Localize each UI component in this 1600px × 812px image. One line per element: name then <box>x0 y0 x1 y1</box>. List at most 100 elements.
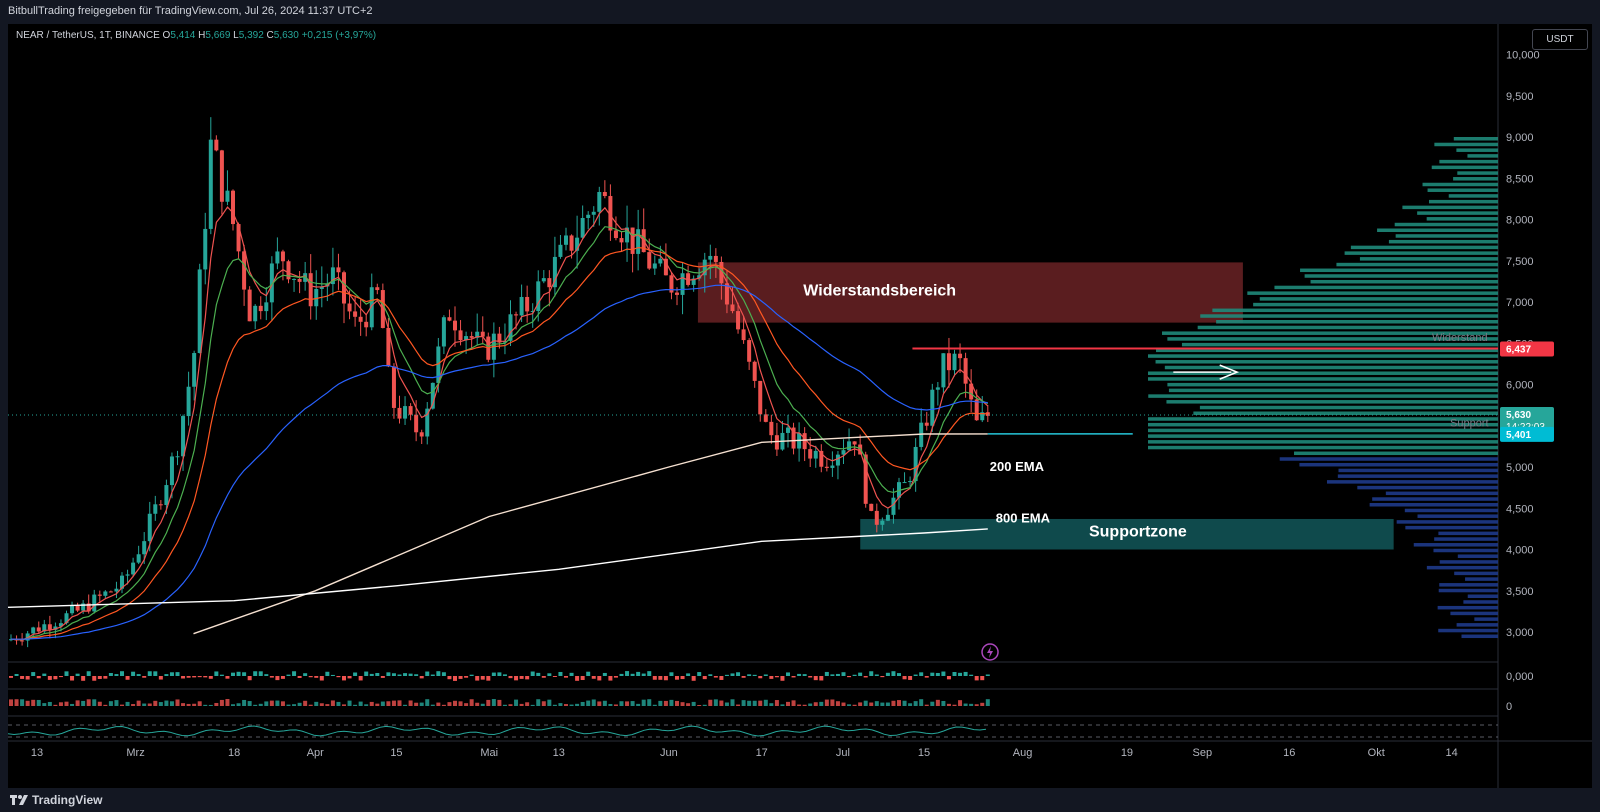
volume-bar <box>952 704 957 706</box>
y-tick-label: 7,000 <box>1506 297 1534 309</box>
volume-profile-bar <box>1434 142 1498 147</box>
macd-histogram-bar <box>752 674 757 676</box>
support-zone <box>860 518 1394 550</box>
publisher-bar: BitbullTrading freigegeben für TradingVi… <box>0 0 1600 24</box>
ema-mid-line <box>10 226 989 641</box>
volume-bar <box>97 701 102 706</box>
macd-histogram-bar <box>458 676 463 679</box>
macd-histogram-bar <box>680 676 685 680</box>
volume-bar <box>186 703 191 706</box>
volume-bar <box>547 699 552 706</box>
candle <box>219 150 224 202</box>
event-lightning-icon[interactable] <box>981 643 999 661</box>
volume-profile-bar <box>1388 239 1498 244</box>
macd-histogram-bar <box>264 674 269 676</box>
macd-histogram-bar <box>786 672 790 676</box>
volume-profile-bar <box>1148 440 1498 444</box>
macd-histogram-bar <box>658 676 663 680</box>
candle <box>724 283 729 305</box>
candle <box>314 288 319 307</box>
macd-histogram-bar <box>342 676 346 681</box>
macd-histogram-bar <box>586 671 591 676</box>
volume-bar <box>391 700 396 706</box>
candle <box>536 281 541 311</box>
macd-histogram-bar <box>330 674 335 676</box>
volume-bar <box>791 700 796 706</box>
macd-histogram-bar <box>58 676 63 678</box>
volume-bar <box>908 703 913 706</box>
candle <box>636 229 641 254</box>
symbol-name[interactable]: NEAR / TetherUS, 1T, BINANCE <box>16 30 160 41</box>
macd-histogram-bar <box>647 671 652 676</box>
close-value: 5,630 <box>273 30 299 41</box>
volume-bar <box>946 703 951 706</box>
macd-histogram-bar <box>602 672 607 676</box>
volume-bar <box>919 699 924 706</box>
volume-bar <box>353 704 358 706</box>
candle <box>847 441 852 451</box>
macd-histogram-bar <box>514 676 519 681</box>
y-tick-label: 3,500 <box>1506 586 1534 598</box>
volume-bar <box>153 700 158 706</box>
volume-profile-bar <box>1467 154 1498 158</box>
macd-histogram-bar <box>946 676 951 680</box>
macd-histogram-bar <box>70 676 75 681</box>
candle <box>436 346 441 383</box>
volume-bar <box>70 703 75 706</box>
publisher-text: BitbullTrading freigegeben für TradingVi… <box>8 5 373 17</box>
candle <box>42 624 47 632</box>
candle <box>120 575 124 589</box>
volume-profile-bar <box>1377 228 1498 232</box>
candle <box>58 623 63 627</box>
volume-bar <box>741 700 746 706</box>
macd-histogram-bar <box>275 676 280 681</box>
macd-histogram-bar <box>530 671 535 676</box>
macd-histogram-bar <box>724 674 729 676</box>
macd-histogram-bar <box>319 676 324 681</box>
volume-bar <box>841 702 846 706</box>
candle <box>25 633 30 641</box>
currency-button[interactable]: USDT <box>1532 29 1588 50</box>
candle <box>985 412 990 416</box>
volume-bar <box>530 704 535 706</box>
candle <box>269 263 274 303</box>
volume-profile-bar <box>1148 371 1498 375</box>
macd-histogram-bar <box>491 672 496 676</box>
x-tick-label: Apr <box>307 747 324 759</box>
tradingview-logo[interactable]: TradingView <box>10 793 102 807</box>
macd-histogram-bar <box>31 672 36 676</box>
macd-histogram-bar <box>441 672 446 676</box>
volume-profile-bar <box>1299 462 1498 467</box>
candle <box>613 230 618 239</box>
volume-profile-bar <box>1326 480 1498 484</box>
macd-histogram-bar <box>469 674 474 676</box>
volume-bar <box>231 704 235 706</box>
volume-bar <box>242 699 247 706</box>
macd-histogram-bar <box>980 676 985 681</box>
volume-bar <box>14 699 19 706</box>
volume-bar <box>75 700 80 706</box>
volume-profile-bar <box>1422 182 1498 187</box>
macd-histogram-bar <box>924 676 929 678</box>
volume-bar <box>53 704 58 706</box>
volume-bar <box>386 701 391 706</box>
candle <box>408 406 413 415</box>
volume-bar <box>708 699 713 706</box>
macd-histogram-bar <box>625 671 630 676</box>
macd-histogram-bar <box>569 672 574 676</box>
volume-bar <box>330 700 335 706</box>
volume-profile-bar <box>1448 194 1498 198</box>
volume-bar <box>736 704 741 706</box>
candle <box>908 481 913 483</box>
volume-profile-bar <box>1402 205 1498 210</box>
y-tick-label: 6,000 <box>1506 380 1534 392</box>
macd-histogram-bar <box>641 673 646 676</box>
volume-bar <box>358 701 363 706</box>
candle <box>81 603 86 611</box>
macd-histogram-bar <box>92 676 97 681</box>
volume-bar <box>830 699 835 706</box>
macd-histogram-bar <box>719 676 724 680</box>
candle <box>158 504 163 506</box>
volume-bar <box>325 704 330 706</box>
